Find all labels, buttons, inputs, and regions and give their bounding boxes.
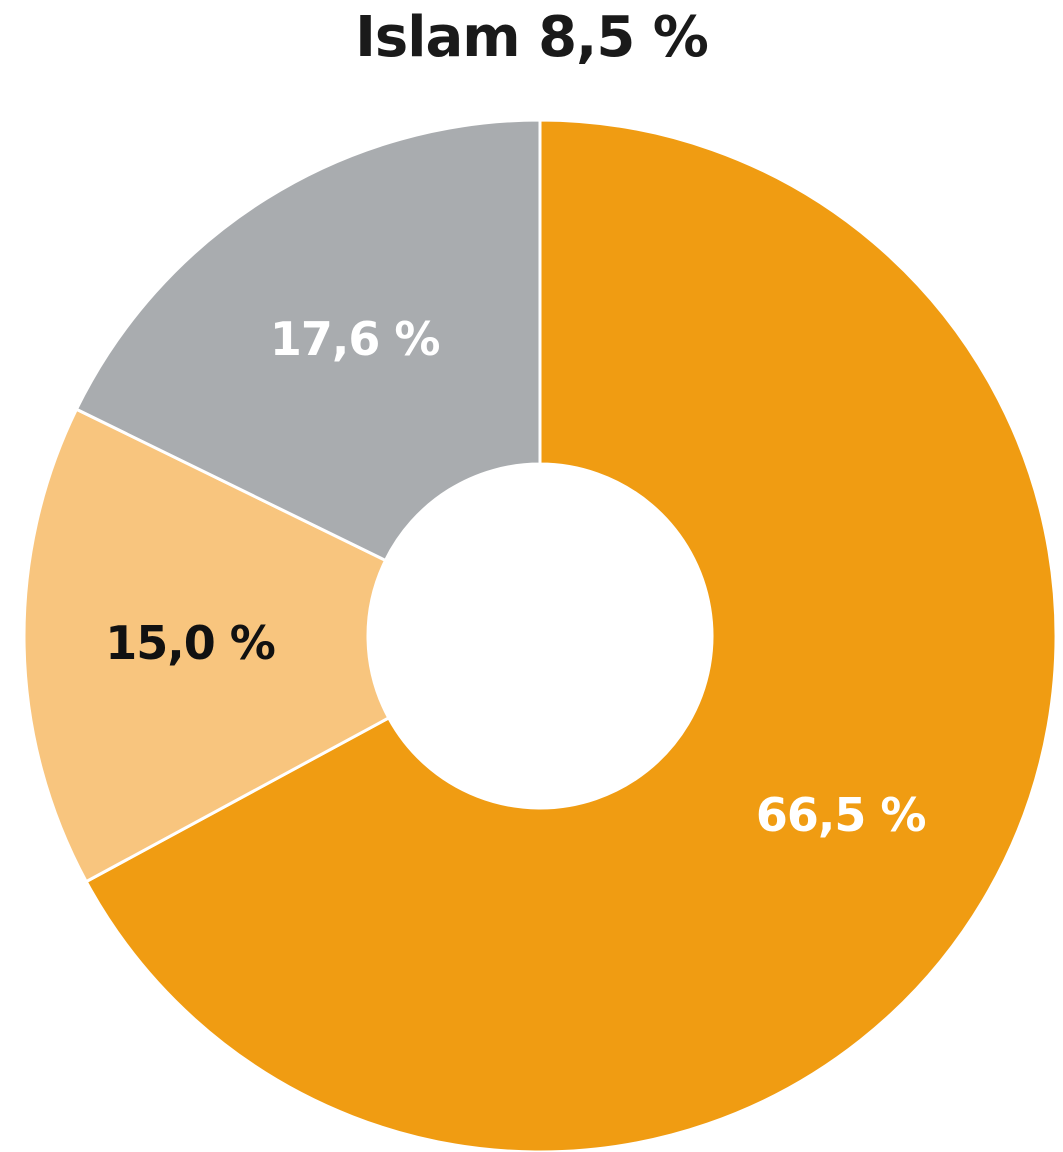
slice-label-2: 17,6 %	[270, 312, 440, 366]
slice-label-0: 66,5 %	[756, 788, 926, 842]
slice-label-1: 15,0 %	[105, 616, 275, 670]
